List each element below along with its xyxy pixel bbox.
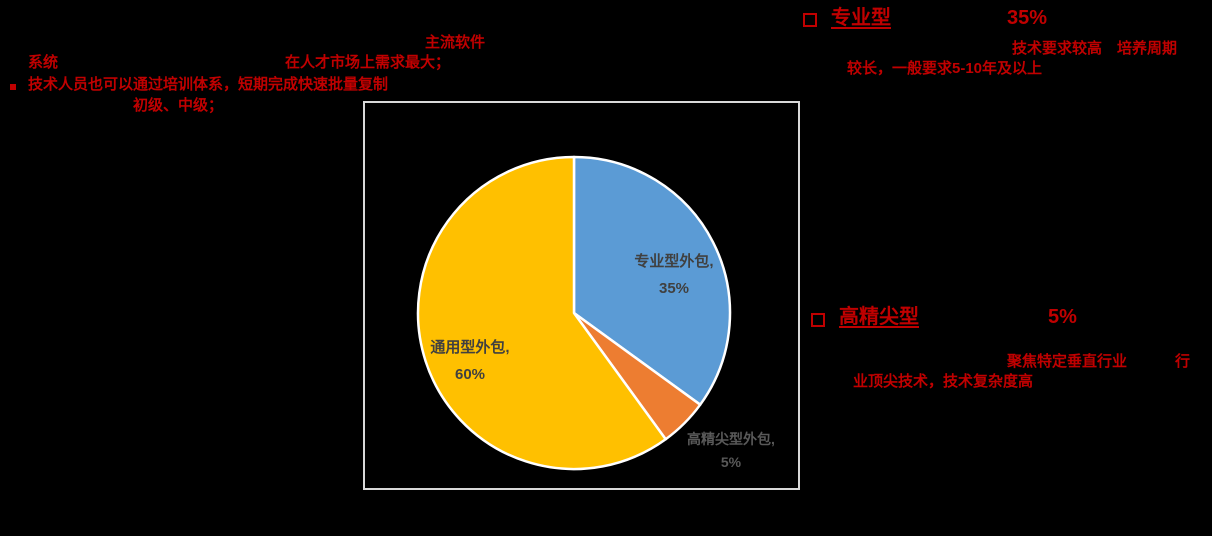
pie-label-highend: 高精尖型外包, 5% [641,428,821,474]
pie-label-value: 5% [720,454,742,470]
square-bullet-icon [10,84,16,90]
annotation-junior-mid-level: 初级、中级； [133,97,224,114]
annotation-mainstream-software: 主流软件 [425,34,486,51]
annotation-system: 系统 [28,54,59,71]
value-highend-pct: 5% [1048,306,1077,328]
pie-label-text: 专业型外包, [634,253,714,270]
pie-label-text: 高精尖型外包, [687,431,775,447]
hollow-square-bullet-icon [811,313,825,327]
pie-label-text: 通用型外包, [430,339,510,356]
heading-professional-type: 专业型 [831,7,891,29]
pie-label-value: 35% [658,280,690,297]
pie-slice-专业型外包 [572,155,732,406]
desc-highend-line1b: 行 [1175,353,1191,370]
value-professional-pct: 35% [1007,7,1048,29]
pie-chart [416,155,732,471]
desc-highend-line1a: 聚焦特定垂直行业 [1007,353,1128,370]
hollow-square-bullet-icon [803,13,817,27]
desc-highend-line2: 业顶尖技术，技术复杂度高 [853,373,1034,390]
pie-label-general: 通用型外包, 60% [390,334,550,388]
chart-plot-area [363,101,800,490]
pie-label-professional: 专业型外包, 35% [594,248,754,302]
pie-slice-通用型外包 [416,155,667,471]
heading-highend-type: 高精尖型 [839,306,919,328]
desc-professional-line2: 较长，一般要求5-10年及以上 [847,60,1043,77]
pie-label-value: 60% [454,366,486,383]
annotation-training-system: 技术人员也可以通过培训体系，短期完成快速批量复制 [28,76,389,93]
annotation-talent-market: 在人才市场上需求最大； [285,54,451,71]
desc-professional-line1: 技术要求较高 培养周期 [1012,40,1178,57]
